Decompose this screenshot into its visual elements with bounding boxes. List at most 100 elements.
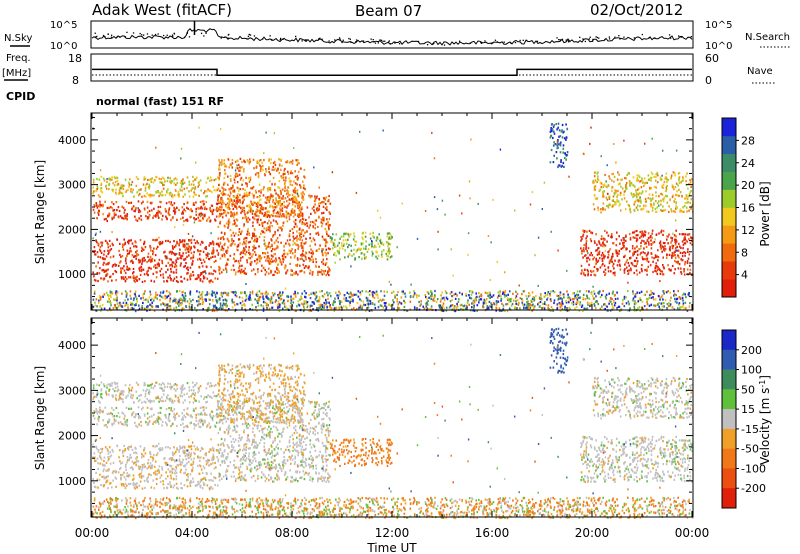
echo-region-4-power-cell bbox=[217, 207, 219, 210]
echo-region-4-power-cell bbox=[256, 205, 259, 208]
echo-region-7-power-cell bbox=[674, 268, 676, 271]
echo-region-0-power-cell bbox=[144, 280, 146, 283]
ground-clutter-power-cell bbox=[295, 295, 297, 298]
ground-clutter-power-cell bbox=[100, 296, 102, 299]
echo-region-2-power-cell bbox=[121, 184, 124, 187]
echo-region-3-power-cell bbox=[329, 248, 331, 251]
echo-region-2-power-cell bbox=[122, 184, 125, 187]
echo-region-7-power-cell bbox=[604, 229, 606, 232]
echo-region-3-power-cell bbox=[309, 233, 312, 236]
echo-region-3-power-cell bbox=[292, 199, 294, 202]
echo-region-8-power-cell bbox=[666, 184, 668, 187]
ground-clutter-power-cell bbox=[586, 301, 589, 304]
ground-clutter-power-cell bbox=[366, 303, 369, 306]
echo-region-8-power-cell bbox=[652, 197, 654, 200]
echo-region-4-power-cell bbox=[259, 207, 262, 210]
echo-region-4-power-cell bbox=[295, 159, 297, 162]
echo-region-3-power-cell bbox=[244, 253, 247, 256]
echo-region-7-power-cell bbox=[590, 240, 593, 243]
echo-region-4-power-cell bbox=[280, 176, 283, 180]
echo-region-7-power-cell bbox=[674, 256, 677, 259]
echo-region-7-power-cell bbox=[668, 253, 671, 256]
echo-region-6-power-cell bbox=[557, 164, 560, 167]
ground-clutter-power-cell bbox=[342, 305, 345, 308]
echo-region-2-power-cell bbox=[131, 191, 134, 194]
ground-clutter-power-cell bbox=[115, 292, 118, 296]
echo-region-1-power-cell bbox=[211, 211, 214, 214]
echo-region-5-power-cell bbox=[345, 242, 348, 245]
echo-region-8-power-cell bbox=[654, 179, 657, 182]
echo-region-1-power-cell bbox=[167, 210, 170, 213]
ground-clutter-power-cell bbox=[522, 290, 525, 293]
echo-region-3-power-cell bbox=[302, 242, 305, 245]
echo-region-5-power-cell bbox=[332, 233, 334, 236]
echo-region-7-power-cell bbox=[650, 239, 652, 242]
echo-region-7-power-cell bbox=[625, 261, 627, 264]
ground-clutter-power-cell bbox=[400, 296, 403, 299]
ground-clutter-power-cell bbox=[576, 290, 579, 293]
echo-region-4-power-cell bbox=[291, 203, 294, 206]
echo-region-7-power-cell bbox=[617, 259, 620, 262]
echo-region-7-power-cell bbox=[684, 263, 686, 266]
echo-region-4-power-cell bbox=[243, 168, 245, 171]
echo-region-3-power-cell bbox=[225, 269, 228, 272]
echo-region-4-power-cell bbox=[269, 162, 272, 165]
echo-region-4-power-cell bbox=[230, 187, 232, 190]
ground-clutter-power-cell bbox=[315, 296, 318, 299]
echo-region-0-power-cell bbox=[192, 270, 194, 274]
echo-region-3-power-cell bbox=[261, 224, 264, 228]
ground-clutter-power-cell bbox=[478, 295, 481, 298]
ground-clutter-power-cell bbox=[322, 296, 325, 299]
echo-region-2-power-cell bbox=[213, 189, 216, 192]
echo-region-3-power-cell bbox=[261, 264, 263, 267]
echo-region-3-power-cell bbox=[270, 271, 272, 274]
echo-region-4-power-cell bbox=[223, 159, 226, 162]
echo-region-8-power-cell bbox=[613, 175, 616, 178]
echo-region-0-power-cell bbox=[135, 251, 137, 254]
echo-region-0-power-cell bbox=[105, 263, 107, 266]
ground-clutter-power-cell bbox=[571, 302, 574, 305]
echo-region-3-power-cell bbox=[277, 241, 279, 244]
echo-region-6-power-cell bbox=[560, 165, 563, 168]
echo-region-4-power-cell bbox=[273, 209, 276, 212]
ground-clutter-power-cell bbox=[133, 297, 135, 300]
echo-region-5-power-cell bbox=[341, 247, 344, 250]
echo-region-8-power-cell bbox=[646, 181, 648, 184]
echo-region-7-power-cell bbox=[655, 262, 657, 265]
nsearch-dot bbox=[592, 38, 594, 41]
echo-region-4-power-cell bbox=[283, 182, 286, 186]
echo-region-4-power-cell bbox=[296, 174, 299, 177]
nsearch-dot bbox=[490, 43, 493, 45]
echo-region-3-power-cell bbox=[249, 240, 251, 243]
echo-region-3-power-cell bbox=[223, 233, 226, 236]
echo-region-0-power-cell bbox=[112, 264, 115, 267]
echo-region-4-power-cell bbox=[249, 210, 252, 213]
echo-region-5-power-cell bbox=[381, 255, 383, 258]
echo-region-8-power-cell bbox=[687, 195, 689, 198]
echo-region-7-power-cell bbox=[603, 237, 605, 240]
nsearch-dot bbox=[608, 36, 610, 38]
echo-region-7-power-cell bbox=[635, 269, 638, 272]
echo-region-3-power-cell bbox=[253, 228, 256, 232]
echo-region-8-power-cell bbox=[666, 178, 668, 181]
echo-region-8-power-cell bbox=[659, 176, 662, 179]
echo-region-4-power-cell bbox=[296, 178, 299, 181]
echo-region-7-power-cell bbox=[618, 249, 621, 253]
echo-region-2-power-cell bbox=[138, 189, 140, 192]
echo-region-2-power-cell bbox=[192, 175, 194, 178]
nsearch-dot bbox=[382, 40, 384, 42]
echo-region-8-power-cell bbox=[611, 189, 613, 193]
echo-region-2-power-cell bbox=[179, 188, 182, 191]
echo-region-3-power-cell bbox=[321, 212, 323, 215]
echo-region-5-power-cell bbox=[377, 242, 380, 245]
ground-clutter-power-cell bbox=[632, 290, 634, 293]
echo-region-0-power-cell bbox=[94, 253, 96, 256]
ground-clutter-power-cell bbox=[393, 307, 395, 310]
echo-region-3-power-cell bbox=[306, 230, 308, 233]
echo-region-4-power-cell bbox=[248, 177, 250, 180]
echo-region-3-power-cell bbox=[258, 235, 261, 238]
ground-clutter-power-cell bbox=[478, 301, 480, 304]
echo-region-7-power-cell bbox=[674, 240, 676, 243]
echo-region-0-power-cell bbox=[197, 242, 199, 245]
ground-clutter-power-cell bbox=[294, 293, 297, 297]
